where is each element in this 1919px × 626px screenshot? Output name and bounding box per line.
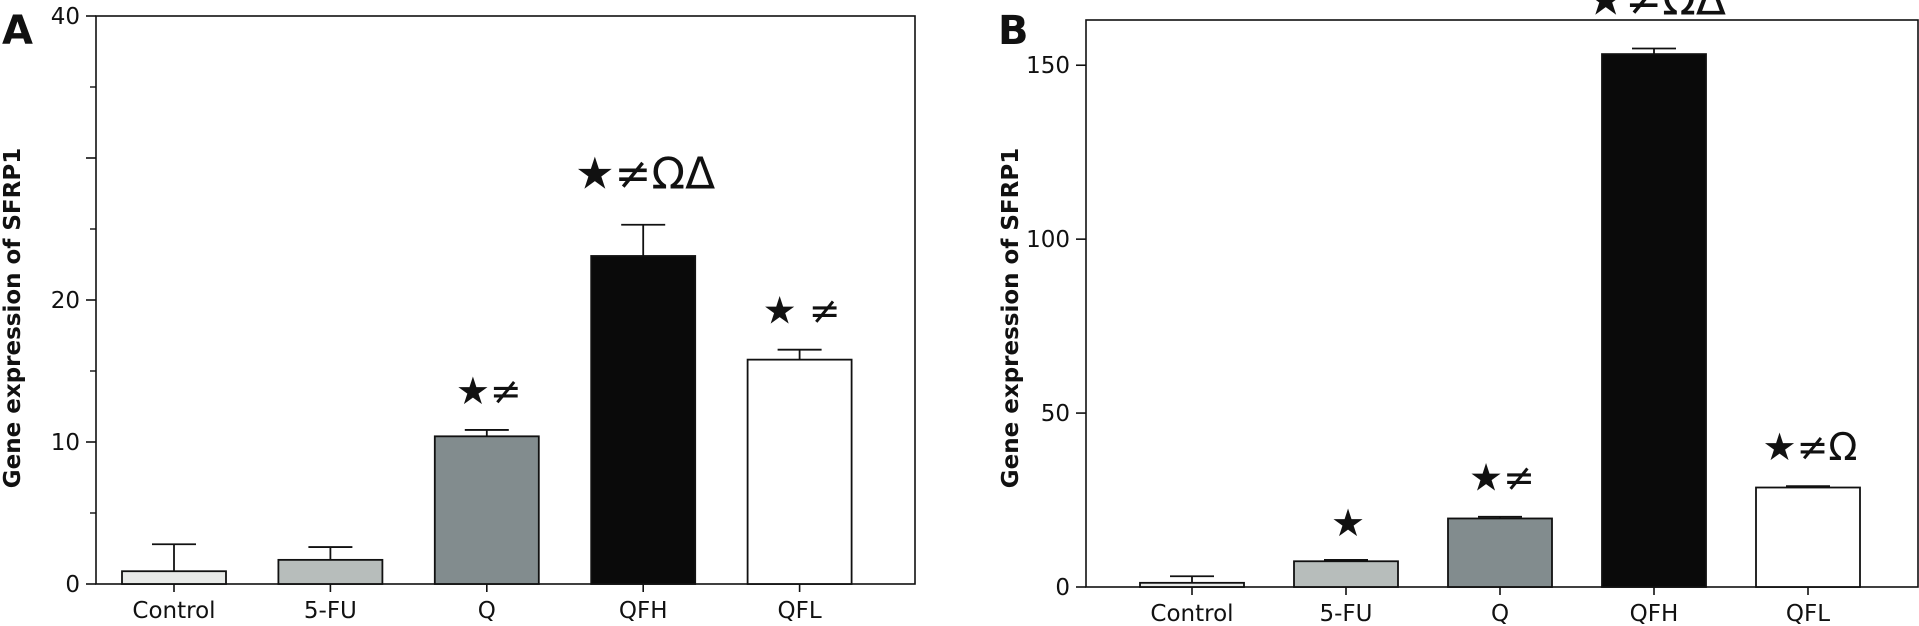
y-tick-label: 10 — [51, 430, 80, 456]
significance-annotation: ★≠ — [1469, 456, 1535, 500]
bar-qfh — [1601, 53, 1707, 588]
panel-a-plot: 0 10 20 40 Control 5-FU Q ★≠ QFH ★≠ΩΔ QFL ★ ≠ — [51, 4, 916, 624]
significance-annotation: ★ — [1331, 501, 1365, 545]
bar-qfl — [746, 358, 853, 585]
x-tick-label: QFH — [619, 598, 668, 624]
bar-5fu — [277, 558, 384, 585]
significance-annotation: ★≠ΩΔ — [575, 149, 715, 200]
x-tick-label: Q — [478, 598, 496, 624]
bar-qfh — [590, 255, 697, 585]
y-tick-label: 150 — [1026, 53, 1070, 79]
panel-b-y-axis-title: Gene expression of SFRP1 — [998, 148, 1024, 488]
y-tick-label: 0 — [65, 572, 80, 598]
x-tick-label: QFL — [1786, 601, 1830, 626]
panel-b: B Gene expression of SFRP1 0 50 100 150 Cont… — [998, 0, 1919, 626]
panel-b-plot: 0 50 100 150 Control 5-FU ★ Q ★≠ QFH ★≠ΩΔ QFL ★≠Ω — [1026, 0, 1919, 626]
bar-control — [121, 570, 227, 585]
x-tick-label: QFH — [1630, 601, 1679, 626]
panel-b-letter: B — [998, 8, 1029, 54]
y-tick-label: 0 — [1055, 575, 1070, 601]
bar-q — [1447, 517, 1553, 588]
y-tick-label: 40 — [51, 4, 80, 30]
bar-5fu — [1293, 560, 1399, 588]
panel-a-letter: A — [2, 8, 33, 54]
x-tick-label: Control — [132, 598, 215, 624]
significance-annotation: ★ ≠ — [763, 289, 841, 333]
bar-control — [1139, 581, 1245, 588]
x-tick-label: QFL — [778, 598, 822, 624]
significance-annotation: ★≠ — [456, 369, 522, 413]
panel-b-y-axis-label: Gene expression of SFRP1 — [998, 148, 1024, 488]
y-tick-label: 50 — [1041, 401, 1070, 427]
panel-a: A Gene expression of SFRP1 0 10 20 40 Contro… — [0, 4, 916, 624]
x-tick-label: Q — [1491, 601, 1509, 626]
panel-a-y-axis-title: Gene expression of SFRP1 — [0, 148, 26, 488]
panel-a-y-axis-label: Gene expression of SFRP1 — [0, 148, 26, 488]
significance-annotation: ★≠Ω — [1763, 425, 1858, 469]
y-tick-label: 20 — [51, 288, 80, 314]
bar-qfl — [1755, 486, 1861, 588]
significance-annotation: ★≠ΩΔ — [1586, 0, 1726, 26]
y-tick-label: 100 — [1026, 227, 1070, 253]
x-tick-label: 5-FU — [304, 598, 357, 624]
x-tick-label: 5-FU — [1320, 601, 1373, 626]
x-tick-label: Control — [1150, 601, 1233, 626]
bar-q — [433, 435, 540, 585]
